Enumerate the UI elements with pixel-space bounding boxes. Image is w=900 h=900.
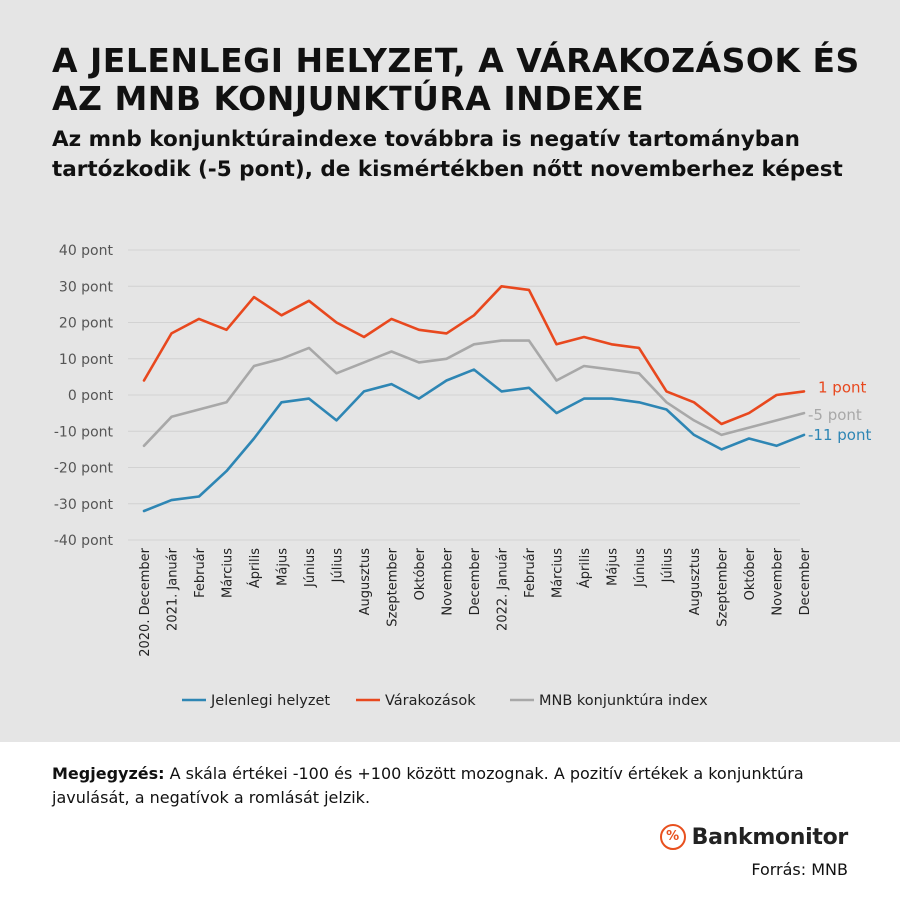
x-tick-label: Május — [276, 548, 291, 586]
x-tick-label: Március — [551, 548, 566, 598]
x-tick-label: Április — [577, 548, 593, 588]
series-end-label: -11 pont — [808, 426, 871, 444]
x-tick-label: Október — [413, 547, 428, 600]
legend-label: Várakozások — [385, 693, 476, 709]
y-tick-label: 20 pont — [59, 316, 114, 332]
y-tick-label: -20 pont — [54, 461, 114, 477]
x-tick-label: Július — [331, 548, 346, 584]
x-tick-label: Július — [661, 548, 676, 584]
x-tick-label: Október — [743, 547, 758, 600]
page-subtitle: Az mnb konjunktúraindexe továbbra is neg… — [52, 127, 843, 182]
series-end-label: -5 pont — [808, 406, 862, 424]
footnote-text: A skála értékei -100 és +100 között mozo… — [52, 764, 804, 807]
x-tick-label: Április — [247, 548, 263, 588]
y-tick-label: -10 pont — [54, 424, 114, 440]
page-title: A JELENLEGI HELYZET, A VÁRAKOZÁSOK ÉS AZ… — [52, 41, 860, 118]
y-tick-label: 30 pont — [59, 279, 114, 295]
x-tick-label: November — [441, 547, 456, 615]
x-tick-label: Február — [193, 547, 208, 598]
y-tick-label: -40 pont — [54, 533, 114, 549]
y-tick-label: -30 pont — [54, 497, 114, 513]
series-line-2 — [142, 284, 806, 426]
legend-label: MNB konjunktúra index — [539, 693, 708, 709]
line-chart: 40 pont 30 pont 20 pont 10 pont 0 pont -10 po… — [54, 243, 872, 709]
x-tick-label: Szeptember — [386, 547, 401, 626]
x-tick-label: December — [468, 547, 483, 615]
footnote: Megjegyzés: A skála értékei -100 és +100… — [52, 762, 872, 810]
x-tick-label: Június — [633, 548, 648, 588]
x-tick-label: Május — [606, 548, 621, 586]
x-tick-label: 2020. December — [138, 547, 153, 656]
series-line-3 — [142, 339, 806, 448]
x-tick-label: November — [771, 547, 786, 615]
brand-name: Bankmonitor — [691, 824, 849, 850]
x-tick-label: Augusztus — [358, 548, 373, 616]
y-tick-label: 40 pont — [59, 243, 114, 259]
series-line-1 — [142, 368, 806, 513]
x-tick-label: Szeptember — [716, 547, 731, 626]
x-tick-label: December — [798, 547, 813, 615]
x-tick-label: Február — [523, 547, 538, 598]
legend-label: Jelenlegi helyzet — [210, 693, 330, 709]
source-label: Forrás: MNB — [751, 860, 848, 879]
y-tick-label: 0 pont — [68, 388, 114, 404]
y-tick-label: 10 pont — [59, 352, 114, 368]
series-end-label: 1 pont — [818, 378, 867, 396]
percent-logo-icon: % — [659, 824, 686, 850]
x-tick-label: 2021. Január — [166, 547, 181, 631]
brand-logo: % Bankmonitor — [659, 824, 849, 850]
x-tick-label: Március — [221, 548, 236, 598]
x-tick-label: Augusztus — [688, 548, 703, 616]
x-tick-label: Június — [303, 548, 318, 588]
footnote-label: Megjegyzés: — [52, 764, 165, 783]
x-tick-label: 2022. Január — [496, 547, 511, 631]
